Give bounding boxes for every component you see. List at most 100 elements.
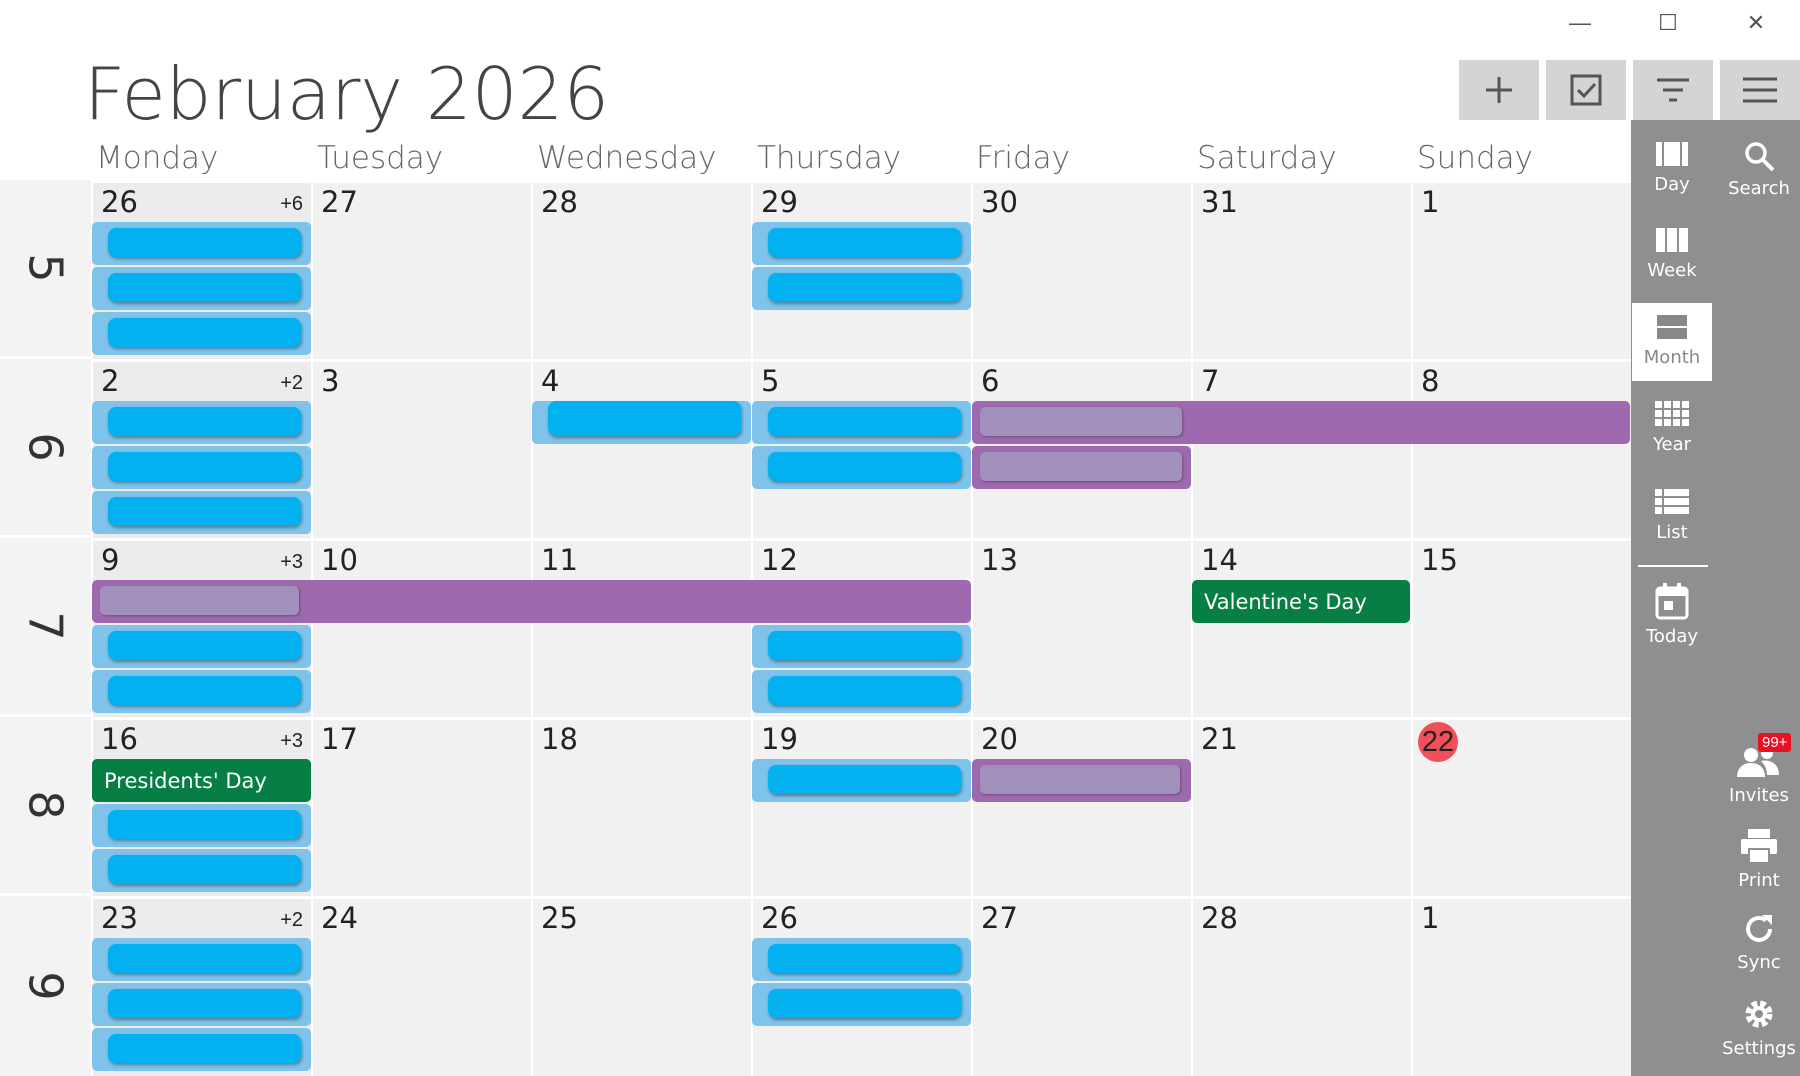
day-number: 27 xyxy=(321,185,358,219)
calendar-event[interactable] xyxy=(92,670,311,713)
day-number: 26 xyxy=(761,901,798,935)
more-events-indicator[interactable]: +3 xyxy=(280,551,303,573)
add-event-button[interactable] xyxy=(1459,60,1539,120)
calendar-event[interactable] xyxy=(92,491,311,534)
day-cell[interactable]: 15 xyxy=(1411,538,1631,717)
more-events-indicator[interactable]: +2 xyxy=(280,909,303,931)
view-week-button[interactable]: Week xyxy=(1632,216,1712,294)
day-number: 1 xyxy=(1421,185,1440,219)
calendar-event[interactable] xyxy=(532,401,751,444)
day-cell[interactable]: 19 xyxy=(751,717,971,896)
add-task-button[interactable] xyxy=(1546,60,1626,120)
calendar-event[interactable] xyxy=(752,222,971,265)
hamburger-icon xyxy=(1743,77,1777,103)
view-day-button[interactable]: Day xyxy=(1632,130,1712,208)
more-events-indicator[interactable]: +2 xyxy=(280,372,303,394)
day-cell[interactable]: 24 xyxy=(311,896,531,1076)
calendar-event[interactable] xyxy=(92,401,311,444)
day-number: 28 xyxy=(541,185,578,219)
day-cell[interactable]: 20 xyxy=(971,717,1191,896)
day-cell[interactable]: 25 xyxy=(531,896,751,1076)
calendar-event[interactable] xyxy=(752,401,971,444)
week-number[interactable]: 5 xyxy=(0,180,91,356)
week-number[interactable]: 6 xyxy=(0,359,91,535)
day-number: 21 xyxy=(1201,722,1238,756)
day-number: 9 xyxy=(101,543,120,577)
calendar-event[interactable] xyxy=(92,983,311,1026)
day-number: 14 xyxy=(1201,543,1238,577)
holiday-event[interactable]: Valentine's Day xyxy=(1192,580,1410,623)
calendar-event[interactable] xyxy=(92,446,311,489)
calendar-event[interactable] xyxy=(752,625,971,668)
calendar-event-multiday[interactable] xyxy=(972,401,1630,444)
more-events-indicator[interactable]: +6 xyxy=(280,193,303,215)
day-cell[interactable]: 13 xyxy=(971,538,1191,717)
sync-label: Sync xyxy=(1737,952,1781,973)
maximize-button[interactable]: ☐ xyxy=(1658,10,1678,35)
calendar-event[interactable] xyxy=(92,312,311,355)
day-cell[interactable]: 27 xyxy=(311,180,531,359)
day-number: 8 xyxy=(1421,364,1440,398)
day-cell[interactable]: 3 xyxy=(311,359,531,538)
sync-button[interactable]: Sync xyxy=(1719,902,1799,984)
search-button[interactable]: Search xyxy=(1719,130,1799,208)
calendar-event-multiday[interactable] xyxy=(92,580,971,623)
day-cell[interactable]: 10 xyxy=(311,538,531,717)
day-cell[interactable]: 14 xyxy=(1191,538,1411,717)
view-list-button[interactable]: List xyxy=(1632,478,1712,556)
day-cell[interactable]: 1 xyxy=(1411,896,1631,1076)
day-cell[interactable]: 17 xyxy=(311,717,531,896)
day-cell[interactable]: 4 xyxy=(531,359,751,538)
holiday-event[interactable]: Presidents' Day xyxy=(92,759,311,802)
day-cell-today[interactable]: 22 xyxy=(1411,717,1631,896)
calendar-event[interactable] xyxy=(752,938,971,981)
invites-button[interactable]: Invites xyxy=(1719,735,1799,820)
day-cell[interactable]: 1 xyxy=(1411,180,1631,359)
day-number: 10 xyxy=(321,543,358,577)
calendar-event[interactable] xyxy=(92,222,311,265)
print-button[interactable]: Print xyxy=(1719,818,1799,900)
day-number: 26 xyxy=(101,185,138,219)
week-number[interactable]: 8 xyxy=(0,717,91,893)
calendar-event[interactable] xyxy=(92,625,311,668)
view-week-label: Week xyxy=(1647,260,1697,281)
menu-button[interactable] xyxy=(1720,60,1800,120)
more-events-indicator[interactable]: +3 xyxy=(280,730,303,752)
day-cell[interactable]: 7 xyxy=(1191,359,1411,538)
day-cell[interactable]: 27 xyxy=(971,896,1191,1076)
view-day-label: Day xyxy=(1654,174,1690,195)
day-number: 11 xyxy=(541,543,578,577)
day-cell[interactable]: 8 xyxy=(1411,359,1631,538)
day-cell[interactable]: 30 xyxy=(971,180,1191,359)
day-cell[interactable]: 28 xyxy=(1191,896,1411,1076)
minimize-button[interactable]: — xyxy=(1569,10,1591,35)
calendar-event[interactable] xyxy=(92,938,311,981)
day-cell[interactable]: 21 xyxy=(1191,717,1411,896)
calendar-event[interactable] xyxy=(752,446,971,489)
day-cell[interactable]: 18 xyxy=(531,717,751,896)
day-cell[interactable]: 11 xyxy=(531,538,751,717)
settings-button[interactable]: Settings xyxy=(1719,986,1799,1068)
day-cell[interactable]: 28 xyxy=(531,180,751,359)
calendar-event[interactable] xyxy=(752,759,971,802)
close-button[interactable]: ✕ xyxy=(1746,10,1766,35)
calendar-event[interactable] xyxy=(972,759,1191,802)
day-cell[interactable]: 31 xyxy=(1191,180,1411,359)
calendar-event[interactable] xyxy=(752,983,971,1026)
calendar-event[interactable] xyxy=(752,670,971,713)
day-number: 30 xyxy=(981,185,1018,219)
calendar-event[interactable] xyxy=(92,267,311,310)
calendar-event[interactable] xyxy=(972,446,1191,489)
day-number: 19 xyxy=(761,722,798,756)
today-button[interactable]: Today xyxy=(1632,572,1712,662)
calendar-event[interactable] xyxy=(92,804,311,847)
calendar-event[interactable] xyxy=(92,849,311,892)
calendar-event[interactable] xyxy=(92,1028,311,1071)
view-year-button[interactable]: Year xyxy=(1632,390,1712,468)
day-number: 27 xyxy=(981,901,1018,935)
calendar-event[interactable] xyxy=(752,267,971,310)
week-number[interactable]: 9 xyxy=(0,896,91,1076)
week-number[interactable]: 7 xyxy=(0,538,91,714)
view-month-button[interactable]: Month xyxy=(1632,303,1712,381)
filter-button[interactable] xyxy=(1633,60,1713,120)
